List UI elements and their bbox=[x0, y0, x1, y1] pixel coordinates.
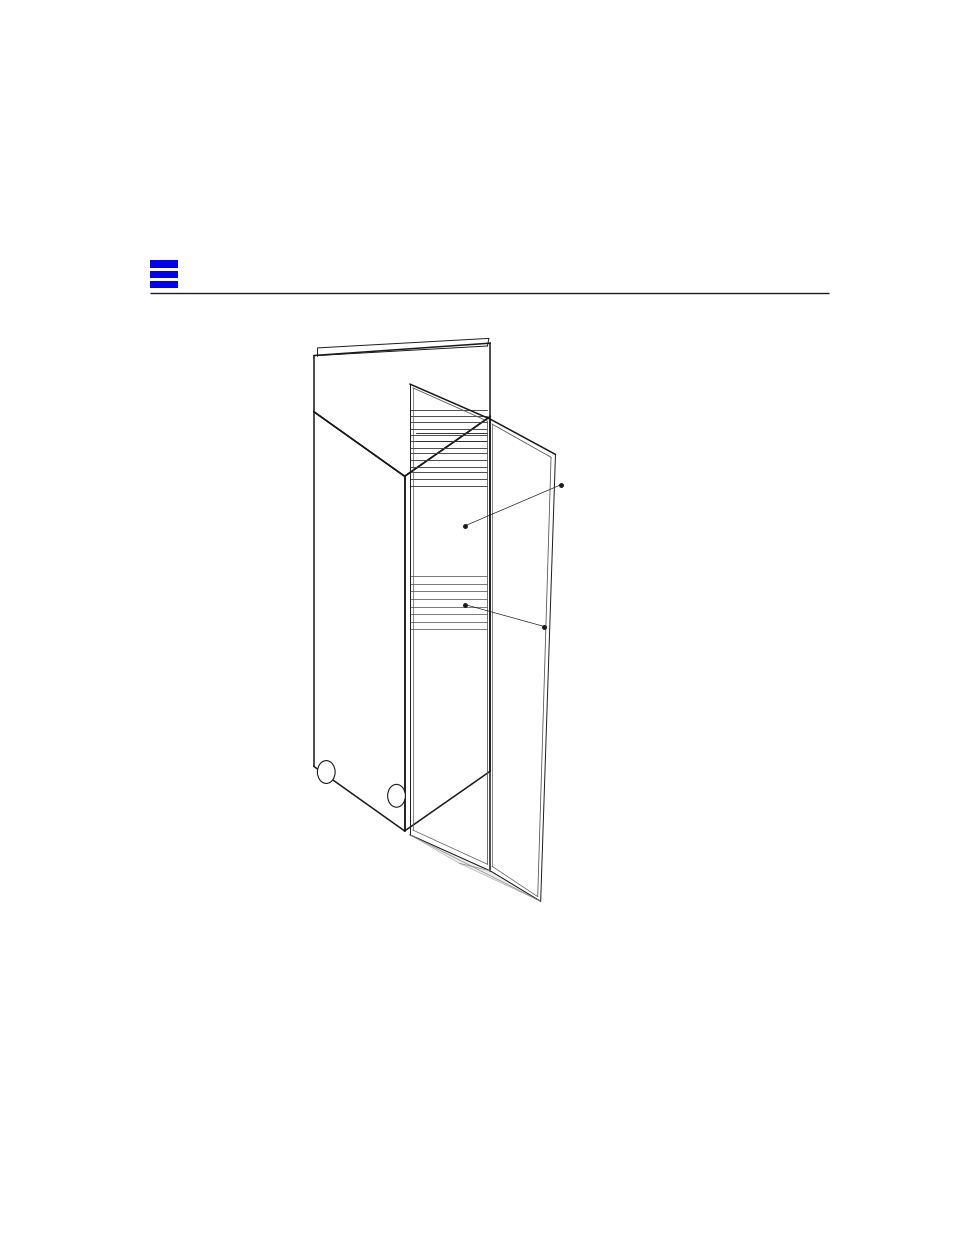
Circle shape bbox=[387, 784, 405, 808]
Bar bbox=[151, 282, 178, 289]
Bar bbox=[151, 270, 178, 278]
Polygon shape bbox=[410, 835, 540, 902]
Circle shape bbox=[317, 761, 335, 783]
Bar bbox=[151, 261, 178, 268]
